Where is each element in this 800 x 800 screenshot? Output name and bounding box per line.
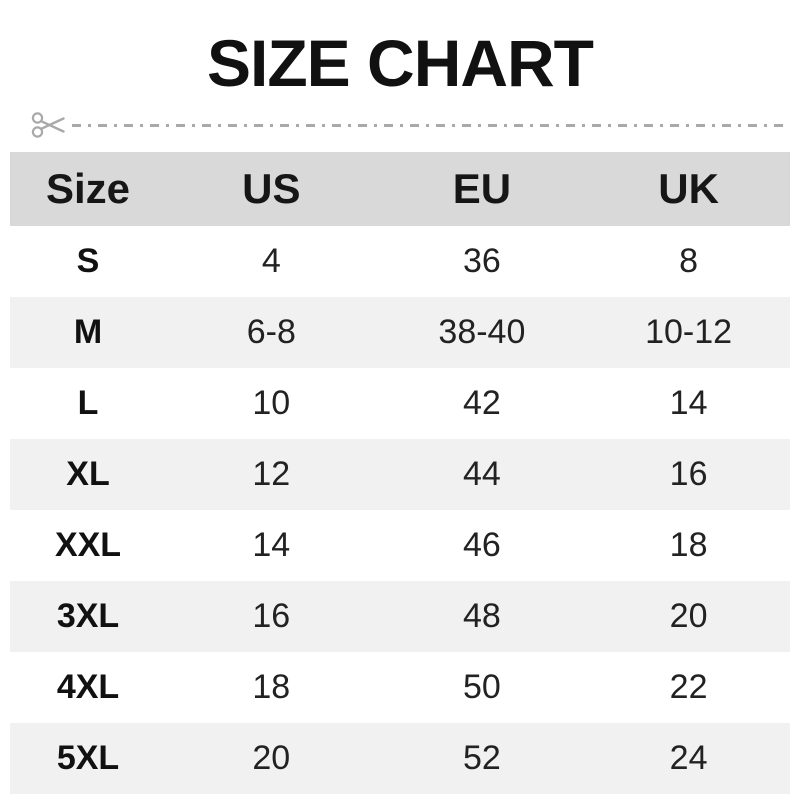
uk-cell: 10-12 bbox=[645, 313, 733, 351]
size-cell: XL bbox=[66, 455, 110, 493]
table-header-row: Size US EU UK bbox=[10, 152, 790, 226]
uk-cell: 14 bbox=[669, 384, 708, 422]
us-cell: 6-8 bbox=[246, 313, 296, 351]
size-cell: 3XL bbox=[56, 597, 120, 635]
us-cell: 16 bbox=[252, 597, 291, 635]
us-cell: 18 bbox=[252, 668, 291, 706]
eu-cell: 48 bbox=[462, 597, 501, 635]
eu-cell: 46 bbox=[462, 526, 501, 564]
dash-dot-line bbox=[72, 123, 788, 127]
scissors-icon bbox=[31, 112, 65, 138]
uk-cell: 20 bbox=[669, 597, 708, 635]
page-title: SIZE CHART bbox=[207, 26, 594, 100]
us-cell: 10 bbox=[252, 384, 291, 422]
table-row-xxl: XXL 14 46 18 bbox=[10, 510, 790, 581]
eu-cell: 52 bbox=[462, 739, 501, 777]
us-cell: 14 bbox=[252, 526, 291, 564]
size-table: Size US EU UK S 4 36 8 M 6-8 38-40 10-12… bbox=[10, 152, 790, 794]
size-cell: L bbox=[77, 384, 99, 422]
table-row-xl: XL 12 44 16 bbox=[10, 439, 790, 510]
table-row-3xl: 3XL 16 48 20 bbox=[10, 581, 790, 652]
eu-cell: 44 bbox=[462, 455, 501, 493]
us-cell: 12 bbox=[252, 455, 291, 493]
uk-cell: 18 bbox=[669, 526, 708, 564]
column-header-uk: UK bbox=[658, 165, 719, 212]
us-cell: 4 bbox=[261, 242, 281, 280]
table-row-4xl: 4XL 18 50 22 bbox=[10, 652, 790, 723]
table-row-l: L 10 42 14 bbox=[10, 368, 790, 439]
size-cell: S bbox=[76, 242, 100, 280]
table-row-m: M 6-8 38-40 10-12 bbox=[10, 297, 790, 368]
us-cell: 20 bbox=[252, 739, 291, 777]
cut-line bbox=[30, 106, 788, 144]
eu-cell: 50 bbox=[462, 668, 501, 706]
table-row-5xl: 5XL 20 52 24 bbox=[10, 723, 790, 794]
size-cell: 5XL bbox=[56, 739, 120, 777]
size-cell: M bbox=[73, 313, 103, 351]
uk-cell: 8 bbox=[679, 242, 699, 280]
uk-cell: 22 bbox=[669, 668, 708, 706]
column-header-us: US bbox=[242, 165, 301, 212]
size-cell: XXL bbox=[54, 526, 122, 564]
uk-cell: 16 bbox=[669, 455, 708, 493]
table-row-s: S 4 36 8 bbox=[10, 226, 790, 297]
eu-cell: 36 bbox=[462, 242, 501, 280]
eu-cell: 38-40 bbox=[438, 313, 526, 351]
uk-cell: 24 bbox=[669, 739, 708, 777]
column-header-size: Size bbox=[45, 165, 131, 212]
size-cell: 4XL bbox=[56, 668, 120, 706]
column-header-eu: EU bbox=[452, 165, 512, 212]
eu-cell: 42 bbox=[462, 384, 501, 422]
